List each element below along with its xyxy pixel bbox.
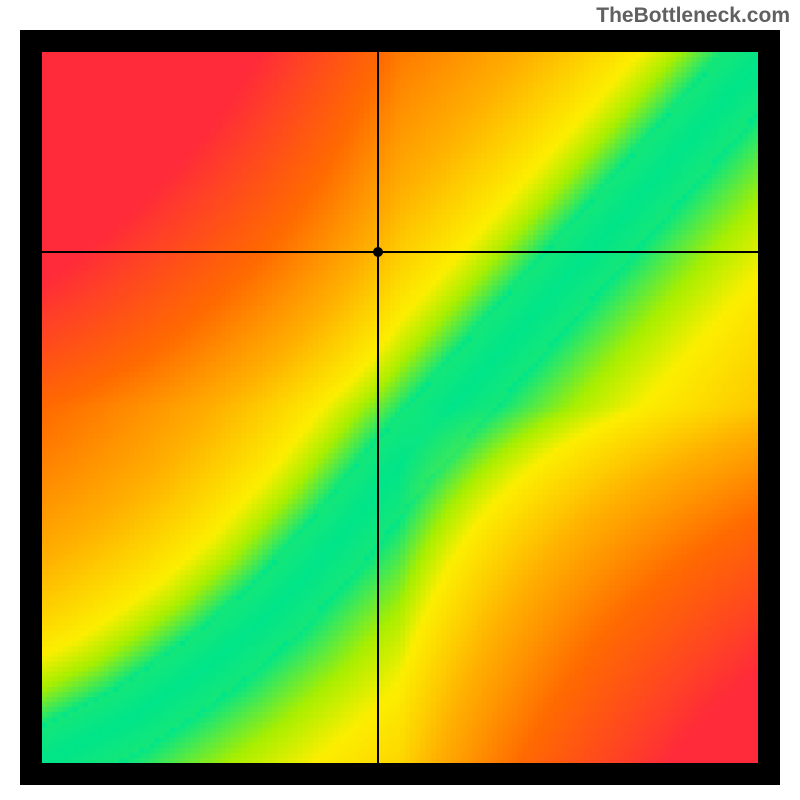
heatmap-canvas — [42, 52, 758, 763]
chart-container: TheBottleneck.com — [0, 0, 800, 800]
watermark-text: TheBottleneck.com — [596, 4, 790, 28]
crosshair-vertical — [377, 52, 379, 763]
crosshair-horizontal — [42, 251, 758, 253]
